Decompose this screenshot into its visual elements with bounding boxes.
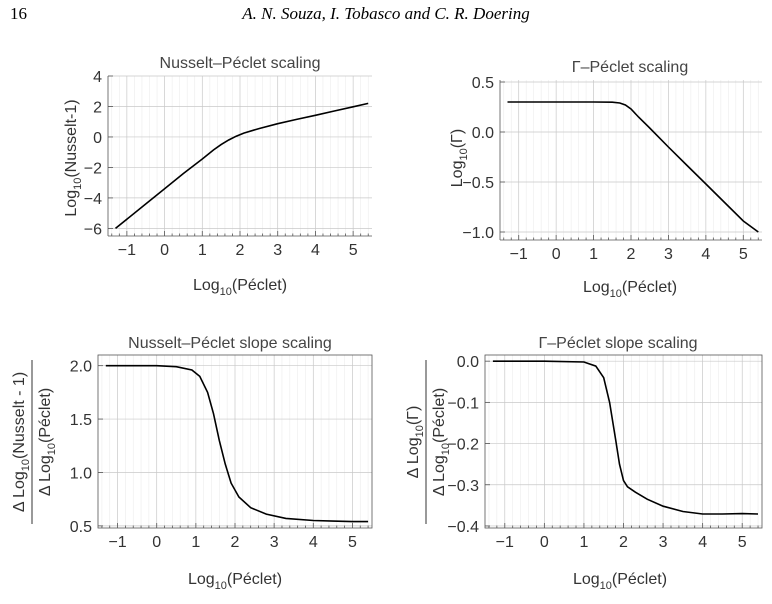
x-tick-label: −1 [510, 246, 528, 263]
y-tick-label: 0.0 [457, 354, 479, 371]
x-tick-label: 4 [309, 534, 318, 551]
y-tick-label: 0 [93, 130, 102, 147]
y-axis-label-denominator: Δ Log10(Péclet) [37, 388, 58, 496]
x-tick-label: 4 [311, 242, 320, 259]
y-axis-label-denominator: Δ Log10(Péclet) [431, 388, 452, 496]
plot-area: −1 0 1 2 3 4 5 −1.0 −0.5 0.0 0.5 [462, 75, 762, 263]
y-tick-label: 0.0 [472, 125, 494, 142]
y-tick-label: 1.5 [70, 412, 92, 429]
y-axis-label: Log10(Γ) [449, 129, 470, 187]
y-tick-label: 2.0 [70, 359, 92, 376]
chart-title: Γ–Péclet scaling [572, 59, 688, 76]
x-tick-label: 1 [198, 242, 207, 259]
x-tick-label: 0 [152, 534, 161, 551]
x-tick-label: 5 [348, 534, 357, 551]
x-tick-label: 1 [191, 534, 200, 551]
x-tick-label: 5 [349, 242, 358, 259]
x-tick-label: 5 [738, 534, 747, 551]
plot-area: −1 0 1 2 3 4 5 0.0 −0.1 −0.2 −0.3 −0.4 [447, 354, 763, 551]
x-tick-label: 3 [270, 534, 279, 551]
x-tick-label: 2 [236, 242, 245, 259]
x-tick-label: 2 [231, 534, 240, 551]
x-tick-label: 1 [589, 246, 598, 263]
y-axis-label-numerator: Δ Log10(Nusselt - 1) [11, 372, 32, 512]
y-tick-label: −2 [84, 160, 102, 177]
y-tick-label: 0.5 [472, 75, 494, 92]
y-tick-label: −1.0 [462, 225, 494, 242]
y-tick-label: −6 [84, 221, 102, 238]
plot-area: −1 0 1 2 3 4 5 0.5 1.0 1.5 2.0 [70, 354, 373, 551]
running-head: A. N. Souza, I. Tobasco and C. R. Doerin… [242, 4, 530, 23]
y-tick-label: 2 [93, 99, 102, 116]
data-curve [492, 360, 759, 515]
x-tick-label: 0 [540, 534, 549, 551]
y-tick-label: −0.3 [447, 478, 479, 495]
y-tick-label: 1.0 [70, 465, 92, 482]
x-tick-label: 5 [739, 246, 748, 263]
x-tick-label: 3 [273, 242, 282, 259]
y-tick-label: 0.5 [70, 519, 92, 536]
page-number: 16 [10, 4, 27, 23]
x-tick-label: −1 [108, 534, 126, 551]
x-tick-label: −1 [496, 534, 514, 551]
chart-title: Nusselt–Péclet slope scaling [128, 335, 332, 352]
y-axis-label: Log10(Nusselt-1) [63, 99, 84, 216]
x-tick-label: 3 [664, 246, 673, 263]
x-tick-label: 3 [659, 534, 668, 551]
y-axis-label-numerator: Δ Log10(Γ) [405, 406, 426, 479]
x-tick-label: 1 [579, 534, 588, 551]
x-tick-label: 0 [160, 242, 169, 259]
x-tick-label: 2 [619, 534, 628, 551]
chart-title: Nusselt–Péclet scaling [160, 55, 321, 72]
x-tick-label: 4 [698, 534, 707, 551]
x-tick-label: 2 [627, 246, 636, 263]
x-tick-label: 0 [552, 246, 561, 263]
x-axis-label: Log10(Péclet) [573, 571, 667, 592]
data-curve [105, 364, 369, 523]
y-tick-label: −4 [84, 191, 102, 208]
x-tick-label: −1 [118, 242, 136, 259]
x-axis-label: Log10(Péclet) [193, 277, 287, 298]
chart-title: Γ–Péclet slope scaling [538, 335, 697, 352]
y-tick-label: −0.1 [447, 395, 479, 412]
plot-area: −1 0 1 2 3 4 5 −6 −4 −2 0 2 4 [84, 69, 372, 259]
y-tick-label: −0.2 [447, 437, 479, 454]
y-tick-label: 4 [93, 69, 102, 86]
y-tick-label: −0.4 [447, 519, 479, 536]
data-curve [114, 102, 369, 230]
x-axis-label: Log10(Péclet) [188, 571, 282, 592]
x-tick-label: 4 [701, 246, 710, 263]
x-axis-label: Log10(Péclet) [583, 279, 677, 300]
y-tick-label: −0.5 [462, 175, 494, 192]
data-curve [507, 101, 759, 233]
